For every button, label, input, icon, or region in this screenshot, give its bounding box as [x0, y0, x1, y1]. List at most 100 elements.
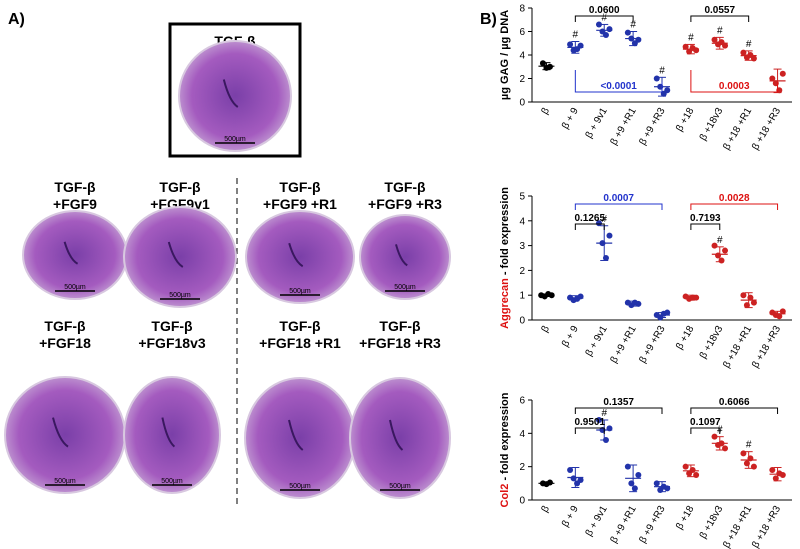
stained-section	[245, 210, 355, 304]
x-tick-label: β +18v3	[698, 504, 726, 541]
image-title: +FGF9 +R1	[263, 196, 337, 212]
scale-label: 500µm	[289, 288, 311, 295]
x-tick-label: β +9 +R1	[609, 106, 639, 148]
x-tick-label: β + 9v1	[584, 504, 610, 539]
x-tick-label: β +18 +R3	[750, 106, 783, 152]
data-point	[711, 36, 718, 43]
y-tick-label: 3	[519, 241, 525, 252]
scale-label: 500µm	[64, 284, 86, 291]
p-value: 0.0600	[589, 5, 620, 16]
bracket	[574, 427, 605, 434]
image-title: TGF-β	[279, 318, 321, 334]
y-tick-label: 2	[519, 74, 525, 85]
data-point	[779, 70, 786, 77]
p-value: 0.0007	[603, 193, 634, 204]
y-tick-label: 2	[519, 462, 525, 473]
stained-section	[4, 376, 126, 494]
image-title: TGF-β	[151, 318, 193, 334]
y-tick-label: 4	[519, 216, 525, 227]
x-tick-label: β + 9v1	[584, 324, 610, 359]
tissue-feature	[52, 417, 69, 448]
image-title: TGF-β	[54, 179, 96, 195]
y-axis-label-text: - fold expression	[499, 392, 511, 483]
significance-flag: #	[659, 65, 665, 76]
data-point	[693, 47, 700, 54]
tissue-feature	[161, 417, 176, 448]
x-tick-label: β + 9	[560, 504, 581, 530]
y-tick-label: 4	[519, 51, 525, 62]
y-tick-label: 4	[519, 429, 525, 440]
image-title: TGF-β	[384, 179, 426, 195]
stained-section	[123, 206, 237, 308]
data-point	[769, 467, 776, 473]
p-value: 0.7193	[690, 213, 721, 224]
data-point	[779, 308, 786, 315]
image-title: TGF-β	[44, 318, 86, 334]
x-tick-label: β +9 +R1	[609, 504, 639, 546]
p-value: 0.1357	[603, 397, 634, 408]
data-point	[539, 60, 546, 67]
image-title: +FGF18 +R1	[259, 335, 341, 351]
x-tick-label: β +18 +R1	[721, 504, 754, 549]
y-tick-label: 5	[519, 192, 525, 203]
image-title: +FGF18	[39, 335, 91, 351]
tissue-feature	[167, 241, 184, 268]
x-tick-label: β +18v3	[698, 106, 726, 143]
data-point	[606, 26, 613, 33]
p-value: <0.0001	[600, 81, 637, 92]
data-point	[664, 309, 671, 316]
scale-label: 500µm	[389, 483, 411, 490]
image-title: +FGF9 +R3	[368, 196, 442, 212]
image-title: TGF-β	[159, 179, 201, 195]
x-tick-label: β +18 +R3	[750, 324, 783, 370]
bracket	[690, 407, 779, 414]
x-tick-label: β +18	[674, 324, 696, 352]
bracket	[690, 427, 721, 434]
image-title: +FGF18v3	[138, 335, 206, 351]
y-tick-label: 1	[519, 291, 525, 302]
y-axis-label: Aggrecan - fold expression	[499, 187, 511, 329]
y-axis-label-gene: Col2	[499, 484, 511, 508]
data-point	[624, 29, 631, 36]
y-tick-label: 2	[519, 266, 525, 277]
bracket	[690, 70, 779, 93]
image-title: TGF-β	[279, 179, 321, 195]
x-tick-label: β +18 +R1	[721, 106, 754, 152]
p-value: 0.0003	[719, 81, 750, 92]
x-tick-label: β +18v3	[698, 324, 726, 361]
p-value: 0.0028	[719, 193, 750, 204]
x-tick-label: β +18 +R1	[721, 324, 754, 370]
stained-section	[123, 376, 221, 494]
data-point	[595, 21, 602, 28]
bracket	[690, 223, 721, 230]
significance-flag: #	[601, 214, 607, 225]
image-title: TGF-β	[379, 318, 421, 334]
panel-label: A)	[8, 11, 25, 28]
x-tick-label: β + 9v1	[584, 106, 610, 141]
data-point	[779, 472, 786, 478]
y-axis-label: µg GAG / µg DNA	[499, 10, 511, 100]
bracket	[574, 70, 663, 93]
scale-label: 500µm	[169, 292, 191, 299]
tissue-feature	[389, 419, 404, 451]
significance-flag: #	[688, 32, 694, 43]
stained-section	[359, 214, 451, 300]
panel-label: B)	[480, 11, 497, 28]
bracket	[574, 407, 663, 414]
y-tick-label: 6	[519, 396, 525, 407]
p-value: 0.6066	[719, 397, 750, 408]
x-tick-label: β +18	[674, 504, 696, 532]
bracket	[574, 15, 634, 22]
significance-flag: #	[601, 12, 607, 23]
data-point	[740, 292, 747, 299]
scale-label: 500µm	[394, 284, 416, 291]
significance-flag: #	[746, 39, 752, 50]
y-tick-label: 8	[519, 4, 525, 15]
y-tick-label: 0	[519, 496, 525, 507]
data-point	[577, 477, 584, 483]
x-tick-label: β +18	[674, 106, 696, 134]
y-axis-label-gene: Aggrecan	[499, 278, 511, 329]
bracket	[690, 203, 779, 210]
x-tick-label: β +9 +R3	[637, 504, 667, 546]
